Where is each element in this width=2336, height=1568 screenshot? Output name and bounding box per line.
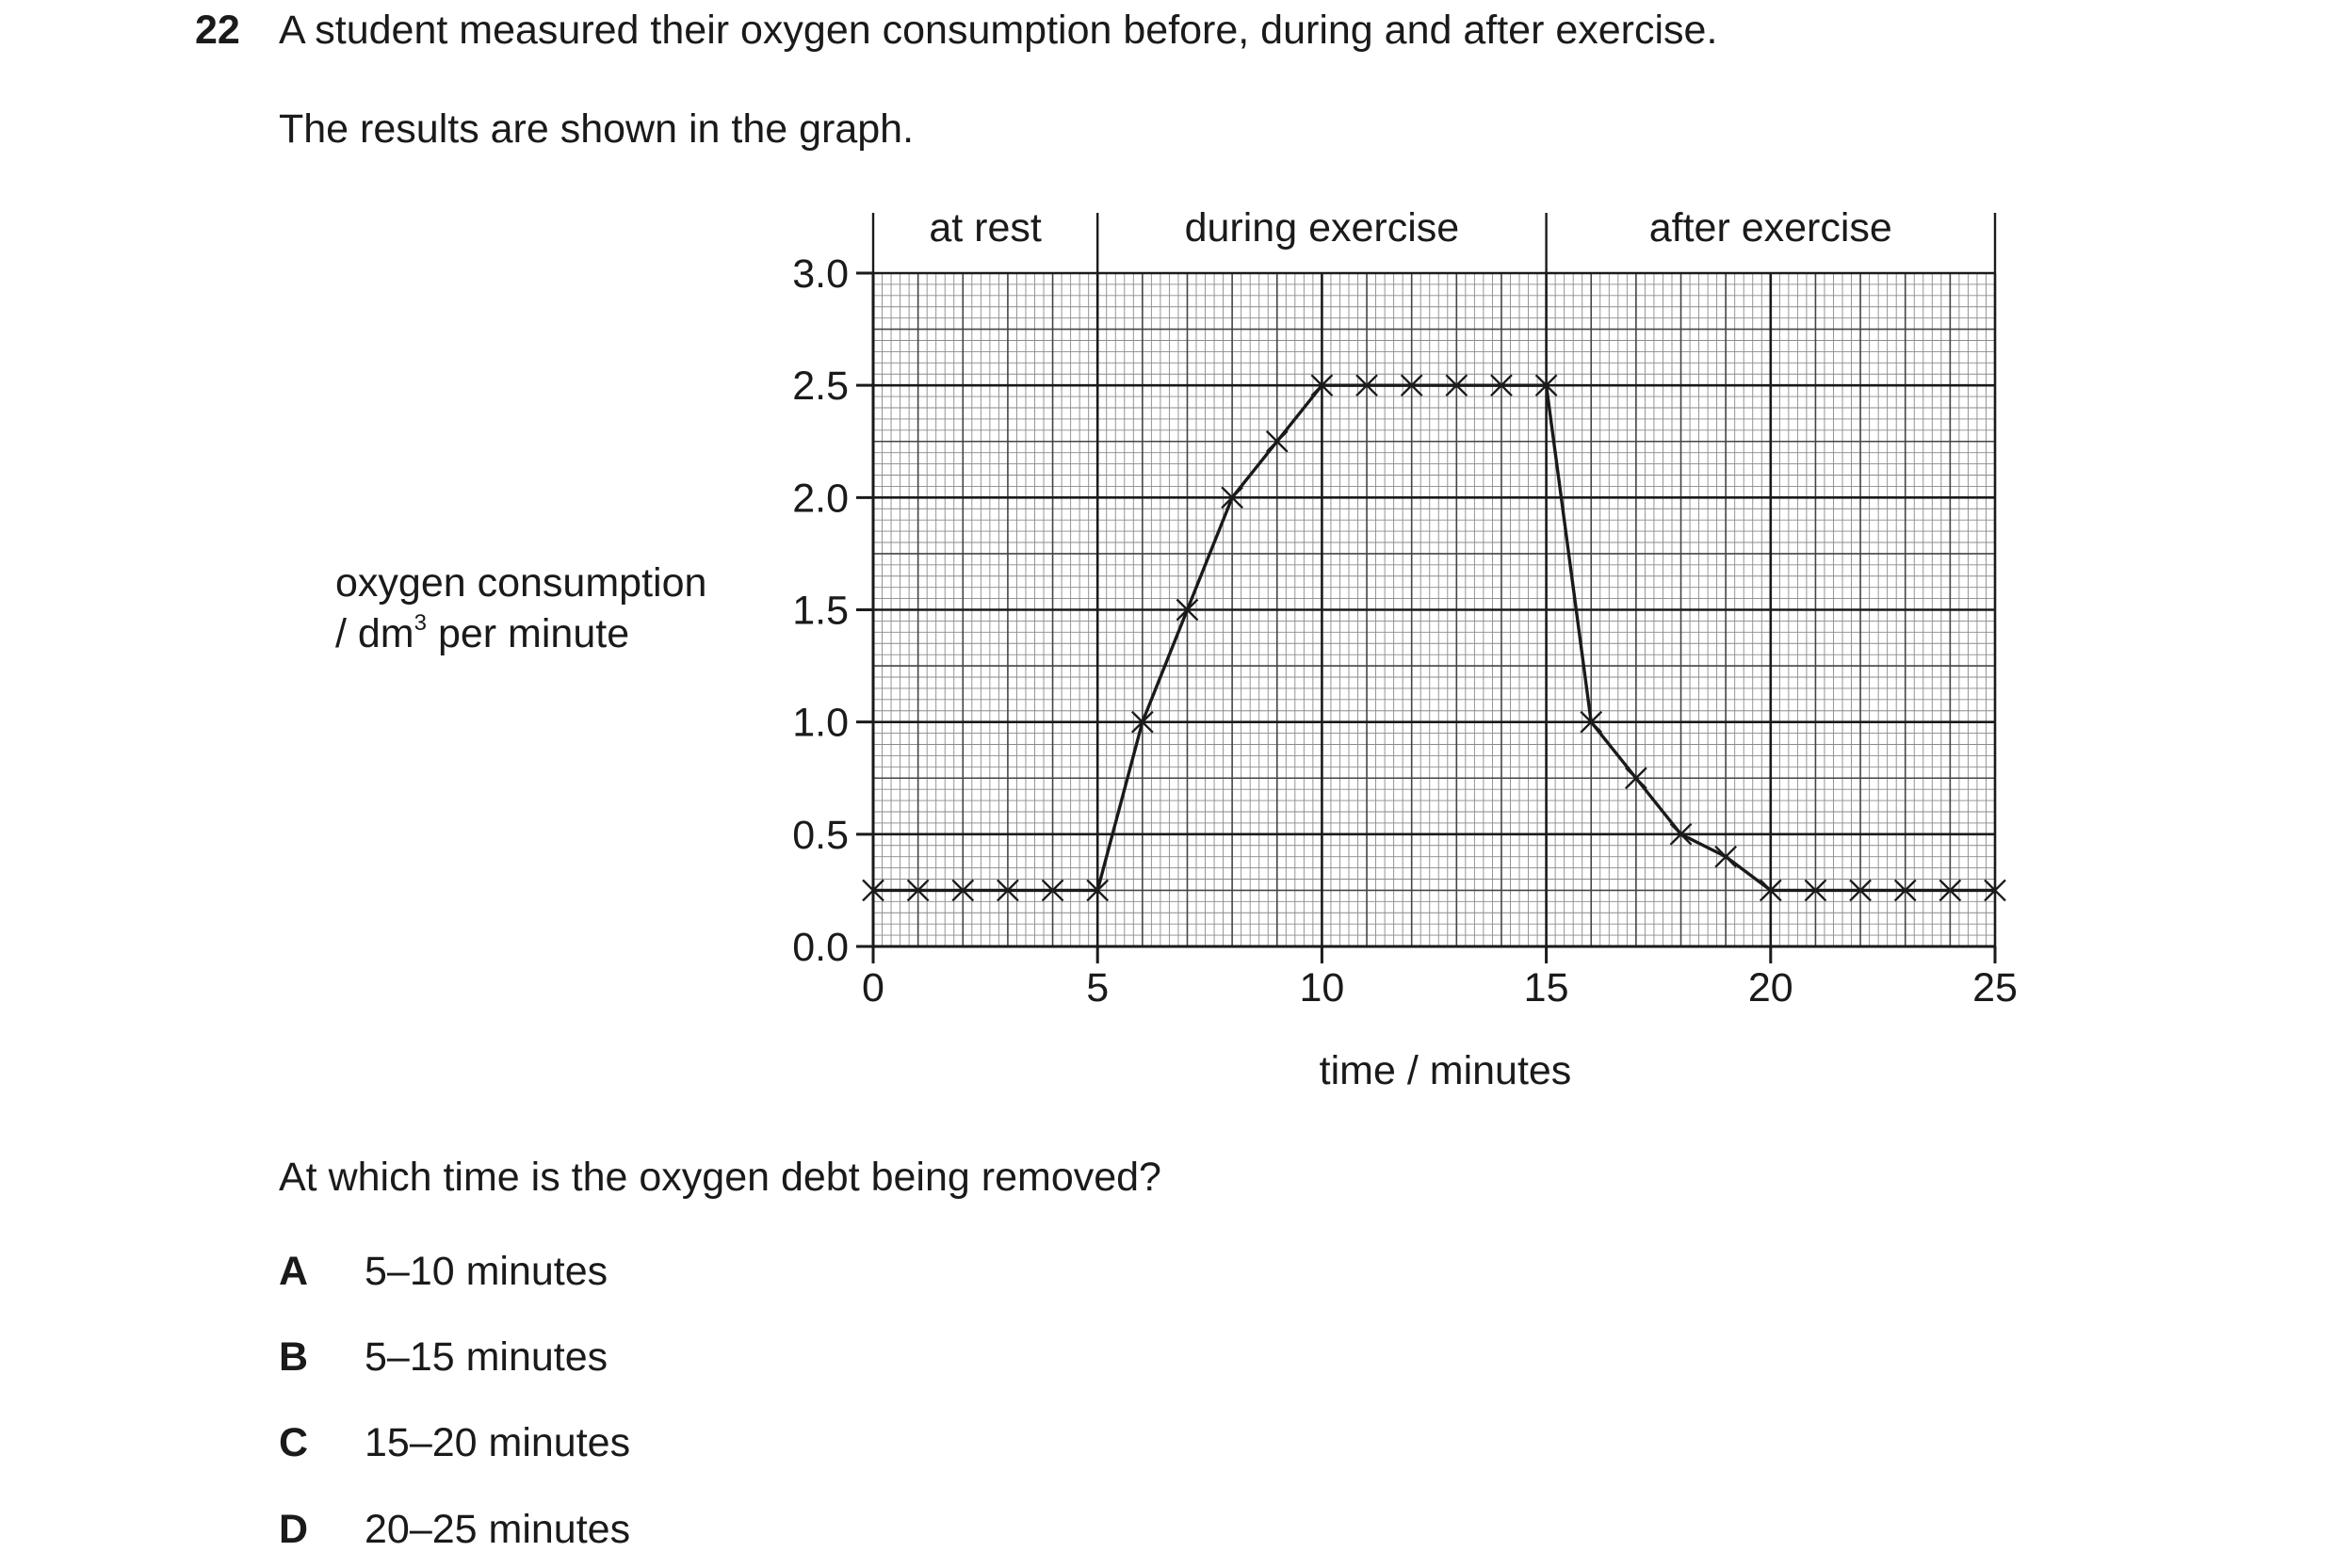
option-b-text[interactable]: 5–15 minutes (365, 1334, 608, 1380)
data-point (1310, 374, 1334, 397)
data-point (1939, 879, 1962, 902)
x-axis-label: time / minutes (1320, 1048, 1572, 1093)
data-point-stroke (1804, 879, 1827, 902)
data-point (1580, 710, 1603, 734)
data-point-stroke (1445, 374, 1468, 397)
data-point-stroke (951, 879, 975, 902)
data-point (862, 879, 884, 902)
data-point-stroke (1265, 429, 1289, 453)
data-point (1355, 374, 1378, 397)
option-c-text[interactable]: 15–20 minutes (365, 1420, 631, 1465)
series-line (873, 383, 1995, 893)
data-point-stroke (997, 879, 1019, 902)
phase-label: after exercise (1649, 205, 1892, 251)
y-tick-label: 3.0 (792, 251, 849, 297)
question-stem: A student measured their oxygen consumpt… (279, 8, 1718, 53)
data-point-stroke (1221, 486, 1243, 509)
series (862, 374, 2006, 902)
y-tick-label: 1.0 (792, 701, 849, 746)
question-number: 22 (195, 8, 240, 53)
data-point-stroke (1041, 879, 1064, 902)
data-point (1445, 374, 1468, 397)
data-point-stroke (1984, 879, 2006, 902)
data-point (1265, 429, 1289, 453)
question-ask: At which time is the oxygen debt being r… (279, 1155, 1161, 1200)
data-point (1041, 879, 1064, 902)
option-a-text[interactable]: 5–10 minutes (365, 1249, 608, 1294)
data-point (1893, 879, 1917, 902)
data-point (1086, 879, 1110, 902)
phase-label: at rest (929, 205, 1042, 251)
x-tick-label: 25 (1972, 965, 2018, 1010)
data-point (1176, 598, 1199, 622)
data-point-stroke (1714, 845, 1738, 868)
data-point-stroke (1130, 710, 1154, 734)
data-point-stroke (1669, 822, 1693, 846)
y-tick-label: 2.5 (792, 364, 849, 409)
data-point-stroke (906, 879, 930, 902)
data-point (1625, 767, 1647, 790)
phase-dividers (871, 213, 1997, 273)
data-point-stroke (1355, 374, 1378, 397)
y-tick-label: 2.0 (792, 476, 849, 521)
y-axis-label-line2: / dm3 per minute (335, 608, 706, 659)
data-point (1984, 879, 2006, 902)
data-point (906, 879, 930, 902)
x-tick-label: 15 (1524, 965, 1569, 1010)
data-point-stroke (1086, 879, 1110, 902)
data-point (1400, 374, 1423, 397)
data-point-stroke (1400, 374, 1423, 397)
data-point-stroke (862, 879, 884, 902)
x-tick-label: 10 (1299, 965, 1344, 1010)
data-point-stroke (1625, 767, 1647, 790)
data-point-stroke (1580, 710, 1603, 734)
data-point (1490, 374, 1513, 397)
y-axis-label-unit-suffix: per minute (427, 611, 630, 656)
data-point-stroke (1490, 374, 1513, 397)
data-point-stroke (1939, 879, 1962, 902)
option-c-letter[interactable]: C (279, 1420, 309, 1465)
y-tick-label: 0.5 (792, 813, 849, 858)
y-axis-label-unit-sup: 3 (414, 610, 427, 636)
y-axis-label-unit-prefix: / dm (335, 611, 414, 656)
data-point (997, 879, 1019, 902)
data-point (1221, 486, 1243, 509)
y-tick-label: 1.5 (792, 589, 849, 634)
x-tick-label: 0 (862, 965, 884, 1010)
phase-label: during exercise (1185, 205, 1460, 251)
data-point (1130, 710, 1154, 734)
data-point (951, 879, 975, 902)
x-tick-label: 5 (1086, 965, 1109, 1010)
data-point (1669, 822, 1693, 846)
option-a-letter[interactable]: A (279, 1249, 309, 1294)
ticks (856, 271, 1997, 963)
data-point (1714, 845, 1738, 868)
data-point-stroke (1849, 879, 1872, 902)
data-point-stroke (1759, 879, 1782, 902)
chart-labels: at rest during exercise after exercise 0.0 0… (792, 205, 2018, 1093)
data-point (1804, 879, 1827, 902)
data-point (1759, 879, 1782, 902)
y-tick-label: 0.0 (792, 925, 849, 970)
y-axis-label-line1: oxygen consumption (335, 560, 707, 606)
data-point (1534, 374, 1558, 397)
data-point-stroke (1310, 374, 1334, 397)
option-d-letter[interactable]: D (279, 1507, 309, 1552)
option-d-text[interactable]: 20–25 minutes (365, 1507, 631, 1552)
question-intro: The results are shown in the graph. (279, 106, 915, 152)
y-axis-label: oxygen consumption / dm3 per minute (335, 558, 706, 659)
data-point (1849, 879, 1872, 902)
data-point-stroke (1893, 879, 1917, 902)
data-point-stroke (1534, 374, 1558, 397)
x-tick-label: 20 (1748, 965, 1793, 1010)
option-b-letter[interactable]: B (279, 1334, 309, 1380)
data-point-stroke (1176, 598, 1199, 622)
